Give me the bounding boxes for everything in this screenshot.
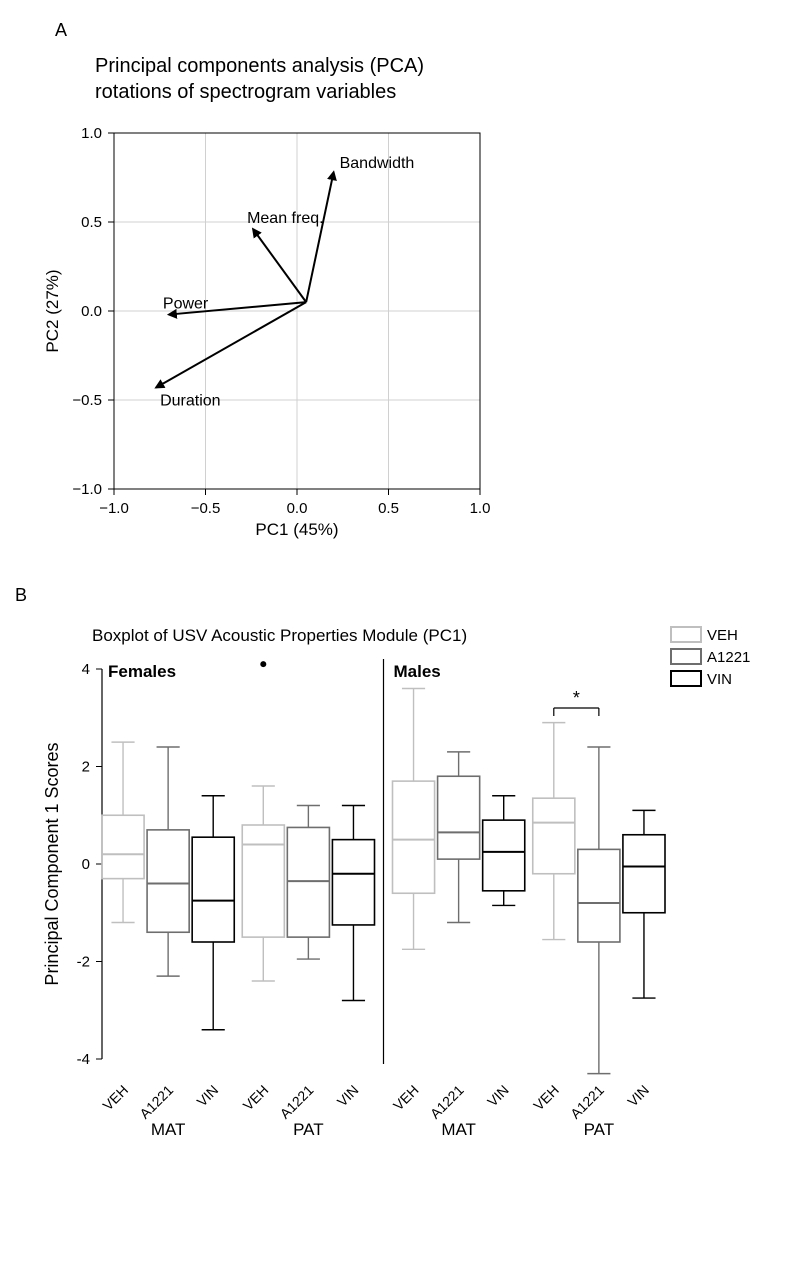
svg-text:4: 4 [82, 661, 90, 678]
svg-text:VIN: VIN [194, 1082, 222, 1110]
svg-text:A1221: A1221 [567, 1082, 607, 1122]
svg-text:PC2 (27%): PC2 (27%) [43, 269, 62, 352]
svg-text:-4: -4 [77, 1051, 90, 1068]
svg-text:PAT: PAT [584, 1120, 615, 1139]
svg-text:VIN: VIN [707, 671, 732, 688]
svg-text:VEH: VEH [390, 1082, 422, 1114]
panel-a-plot: −1.0 −0.5 0.0 0.5 1.0 −1.0 −0.5 0.0 0.5 1.0 PC1 (4… [40, 115, 500, 545]
svg-text:A1221: A1221 [136, 1082, 176, 1122]
svg-text:0.5: 0.5 [378, 500, 399, 517]
figure-container: A Principal components analysis (PCA) ro… [0, 0, 793, 1171]
svg-text:2: 2 [82, 759, 90, 776]
svg-text:VEH: VEH [240, 1082, 272, 1114]
svg-text:A1221: A1221 [277, 1082, 317, 1122]
svg-text:PAT: PAT [293, 1120, 324, 1139]
svg-text:0.0: 0.0 [81, 303, 102, 320]
panel-b-plot: Boxplot of USV Acoustic Properties Modul… [40, 621, 770, 1151]
svg-text:−0.5: −0.5 [72, 392, 102, 409]
svg-text:MAT: MAT [441, 1120, 476, 1139]
svg-text:*: * [573, 688, 580, 708]
svg-text:VEH: VEH [99, 1082, 131, 1114]
svg-text:VIN: VIN [334, 1082, 362, 1110]
panel-a-title-line2: rotations of spectrogram variables [95, 81, 396, 103]
svg-text:Power: Power [163, 296, 209, 313]
panel-a-label: A [55, 20, 773, 41]
svg-text:A1221: A1221 [707, 649, 750, 666]
svg-text:PC1 (45%): PC1 (45%) [255, 520, 338, 539]
panel-a-title: Principal components analysis (PCA) rota… [95, 53, 773, 105]
svg-text:A1221: A1221 [427, 1082, 467, 1122]
svg-text:Bandwidth: Bandwidth [340, 155, 415, 172]
svg-text:1.0: 1.0 [81, 125, 102, 142]
svg-text:0.0: 0.0 [287, 500, 308, 517]
svg-text:MAT: MAT [151, 1120, 186, 1139]
svg-text:Duration: Duration [160, 393, 220, 410]
svg-text:VIN: VIN [484, 1082, 512, 1110]
panel-a-title-line1: Principal components analysis (PCA) [95, 55, 424, 77]
svg-text:−0.5: −0.5 [191, 500, 221, 517]
svg-text:0: 0 [82, 856, 90, 873]
svg-text:Females: Females [108, 662, 176, 681]
svg-text:Mean freq.: Mean freq. [247, 210, 323, 227]
svg-text:Boxplot of USV Acoustic Proper: Boxplot of USV Acoustic Properties Modul… [92, 626, 467, 645]
svg-text:−1.0: −1.0 [99, 500, 129, 517]
svg-text:VEH: VEH [707, 627, 738, 644]
svg-text:1.0: 1.0 [470, 500, 491, 517]
svg-text:Principal Component 1 Scores: Principal Component 1 Scores [42, 742, 62, 985]
panel-b-label: B [15, 585, 773, 606]
svg-text:Males: Males [394, 662, 441, 681]
svg-text:−1.0: −1.0 [72, 481, 102, 498]
svg-text:VEH: VEH [530, 1082, 562, 1114]
svg-text:0.5: 0.5 [81, 214, 102, 231]
svg-text:-2: -2 [77, 954, 90, 971]
svg-text:VIN: VIN [624, 1082, 652, 1110]
